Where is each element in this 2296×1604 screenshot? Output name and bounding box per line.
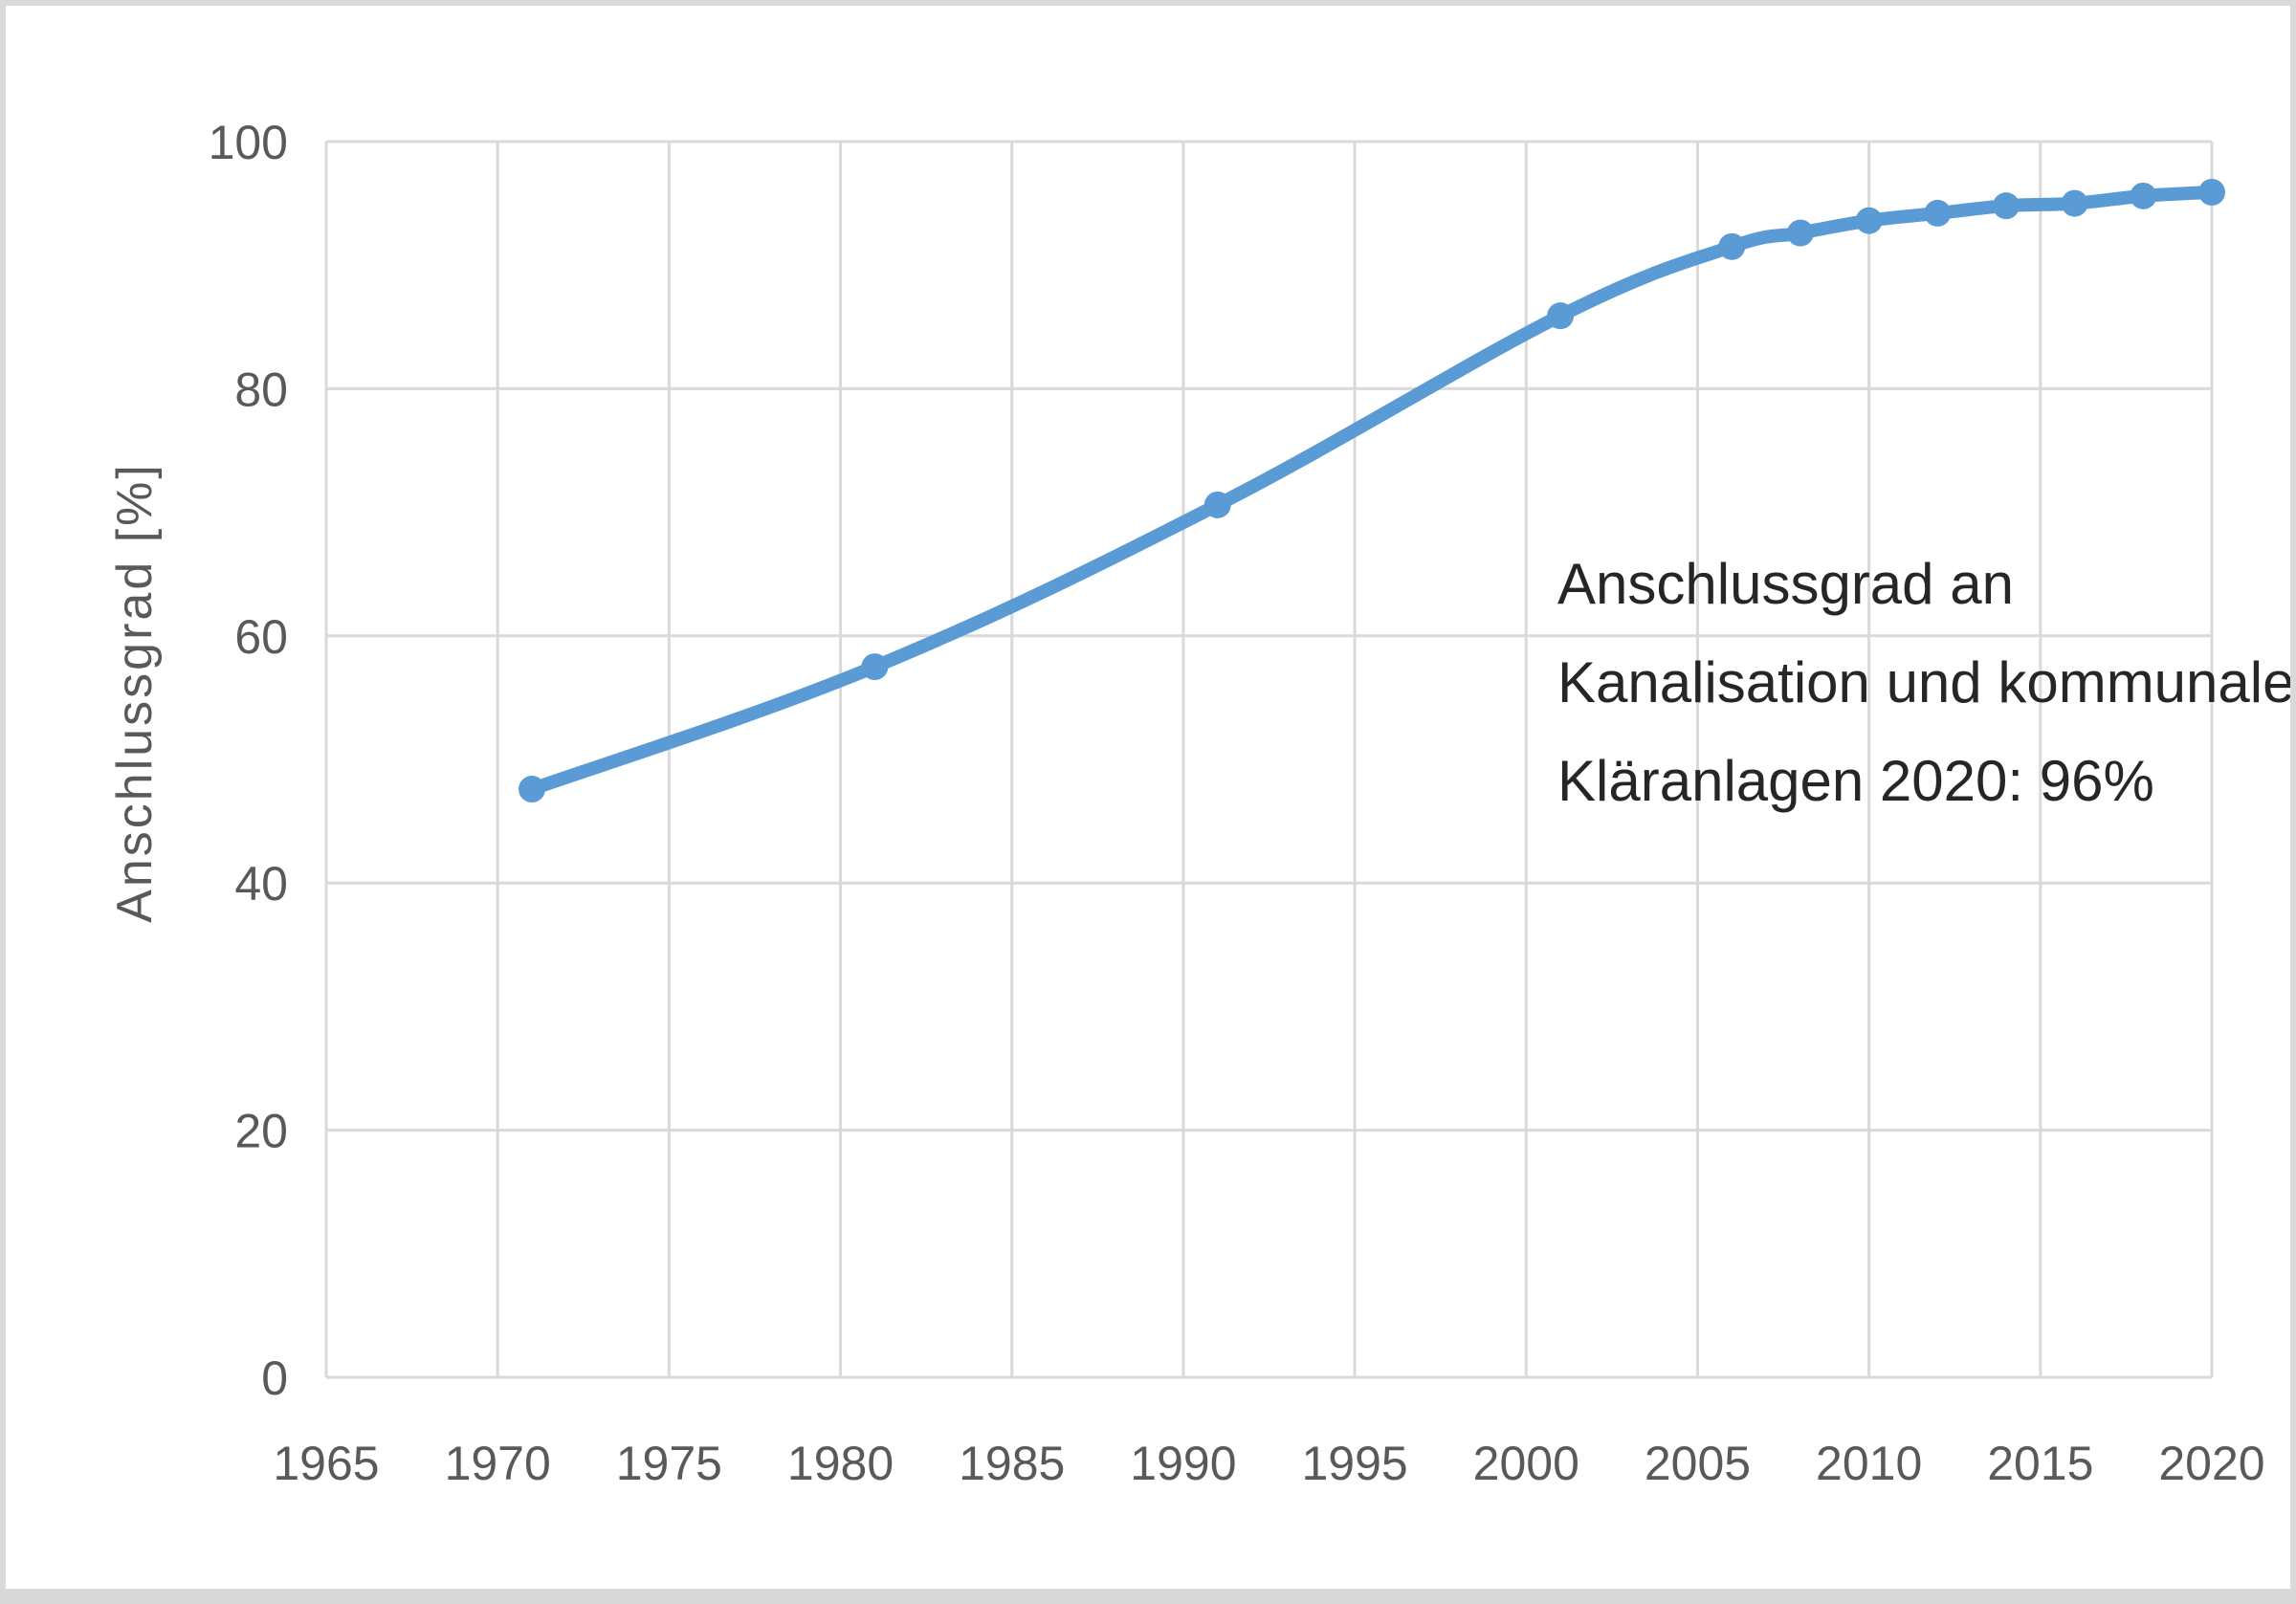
data-point-2016 — [2061, 189, 2088, 217]
x-tick-label: 2000 — [1473, 1437, 1579, 1490]
chart-frame: 1965 1970 1975 1980 1985 1990 1995 2000 2005 2010… — [6, 6, 2290, 1589]
data-point-1971 — [519, 776, 546, 803]
data-point-2012 — [1924, 199, 1952, 227]
y-tick-label: 40 — [234, 857, 288, 911]
data-point-2006 — [1718, 232, 1746, 260]
series-layer — [519, 178, 2225, 803]
annotation-line: Kanalisation und kommunale — [1557, 650, 2290, 714]
x-tick-label: 1990 — [1130, 1437, 1236, 1490]
x-tick-label: 2010 — [1816, 1437, 1922, 1490]
data-point-2018 — [2130, 182, 2157, 209]
data-point-1981 — [861, 653, 889, 681]
x-tick-label: 1985 — [959, 1437, 1065, 1490]
data-point-1991 — [1203, 491, 1231, 518]
annotation: Anschlussgrad an Kanalisation und kommuna… — [1557, 552, 2290, 813]
y-tick-label: 20 — [234, 1105, 288, 1158]
x-tick-label: 2005 — [1645, 1437, 1751, 1490]
y-tick-label: 100 — [209, 116, 288, 169]
x-tick-label: 1995 — [1301, 1437, 1407, 1490]
x-tick-label: 1970 — [445, 1437, 551, 1490]
data-point-2001 — [1547, 302, 1575, 330]
y-tick-label: 0 — [261, 1351, 288, 1405]
annotation-line: Kläranlagen 2020: 96% — [1557, 749, 2154, 813]
line-chart: 1965 1970 1975 1980 1985 1990 1995 2000 2005 2010… — [107, 116, 2290, 1490]
y-tick-label: 80 — [234, 363, 288, 416]
x-tick-label: 2015 — [1987, 1437, 2093, 1490]
x-tick-label: 1980 — [787, 1437, 894, 1490]
data-point-2014 — [1992, 192, 2020, 220]
annotation-line: Anschlussgrad an — [1557, 552, 2014, 616]
series-line — [525, 185, 2219, 797]
data-point-2008 — [1786, 219, 1814, 247]
x-tick-label: 1965 — [273, 1437, 379, 1490]
x-tick-label: 2020 — [2158, 1437, 2264, 1490]
data-point-2010 — [1855, 207, 1883, 234]
x-tick-label: 1975 — [616, 1437, 722, 1490]
y-tick-label: 60 — [234, 610, 288, 664]
data-point-2020 — [2198, 178, 2225, 206]
gridlines — [324, 140, 2214, 1379]
y-axis-title: Anschlussgrad [%] — [107, 462, 163, 923]
tick-labels: 1965 1970 1975 1980 1985 1990 1995 2000 2005 2010… — [209, 116, 2265, 1490]
